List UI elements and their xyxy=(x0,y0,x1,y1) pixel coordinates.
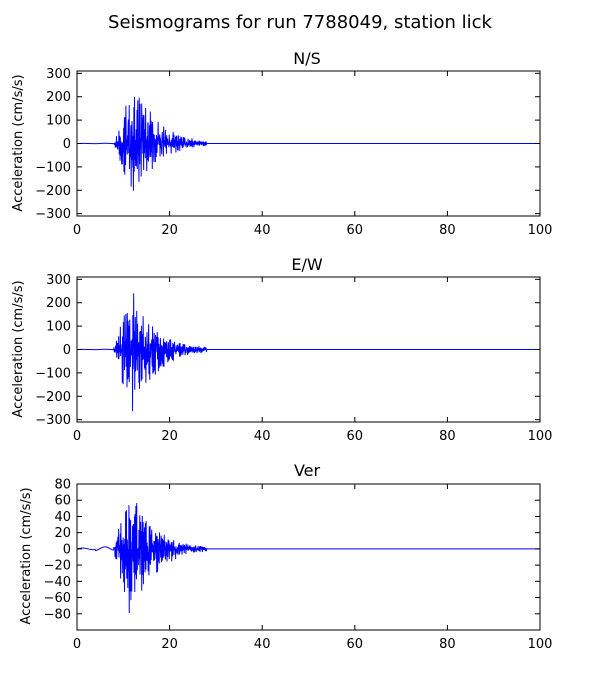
y-tick-label: 20 xyxy=(54,526,71,541)
x-tick-label: 40 xyxy=(254,223,271,238)
y-tick-label: −100 xyxy=(35,366,71,381)
series-line xyxy=(76,502,540,614)
x-tick-label: 40 xyxy=(254,429,271,444)
panel-ver: Ver Acceleration (cm/s/s) 0 20 40 60 80 100−8… xyxy=(19,461,552,652)
x-tick-label: 100 xyxy=(528,223,553,238)
x-tick-label: 80 xyxy=(439,637,456,652)
x-tick-label: 100 xyxy=(528,429,553,444)
y-tick-label: 40 xyxy=(54,510,71,525)
panel-title: Ver xyxy=(294,461,321,480)
y-tick-label: −100 xyxy=(35,160,71,175)
y-tick-label: −80 xyxy=(44,607,71,622)
x-tick-label: 80 xyxy=(439,429,456,444)
y-tick-label: 0 xyxy=(63,542,71,557)
x-tick-label: 0 xyxy=(73,223,81,238)
x-tick-label: 0 xyxy=(73,637,81,652)
series-line xyxy=(76,293,540,412)
y-tick-label: 100 xyxy=(46,114,71,129)
y-tick-label: −200 xyxy=(35,390,71,405)
x-tick-label: 0 xyxy=(73,429,81,444)
y-axis-label: Acceleration (cm/s/s) xyxy=(11,280,26,417)
y-tick-label: −200 xyxy=(35,184,71,199)
y-tick-label: 0 xyxy=(63,343,71,358)
y-tick-label: 200 xyxy=(46,296,71,311)
y-tick-label: 200 xyxy=(46,90,71,105)
panel-title: N/S xyxy=(293,49,321,68)
plot-frame xyxy=(76,483,541,631)
series-line xyxy=(76,96,540,191)
y-tick-label: −300 xyxy=(35,207,71,222)
x-tick-label: 60 xyxy=(347,637,364,652)
x-tick-label: 20 xyxy=(161,637,178,652)
figure-title: Seismograms for run 7788049, station lic… xyxy=(108,12,493,33)
x-tick-label: 60 xyxy=(347,429,364,444)
y-tick-label: 60 xyxy=(54,494,71,509)
y-tick-label: 300 xyxy=(46,273,71,288)
panel-title: E/W xyxy=(291,255,323,274)
y-tick-label: 100 xyxy=(46,320,71,335)
x-tick-label: 40 xyxy=(254,637,271,652)
panel-ew: E/W Acceleration (cm/s/s) 0 20 40 60 80 100 −3… xyxy=(11,255,552,444)
panel-ns: N/S Acceleration (cm/s/s) 0 20 40 60 80 100 −3… xyxy=(11,49,552,238)
y-tick-label: −60 xyxy=(44,591,71,606)
y-axis-label: Acceleration (cm/s/s) xyxy=(11,74,26,211)
x-tick-label: 20 xyxy=(161,223,178,238)
x-tick-label: 60 xyxy=(347,223,364,238)
y-tick-label: −40 xyxy=(44,575,71,590)
y-tick-label: 300 xyxy=(46,67,71,82)
x-tick-label: 80 xyxy=(439,223,456,238)
y-tick-label: 0 xyxy=(63,137,71,152)
y-tick-label: 80 xyxy=(54,478,71,493)
x-tick-label: 20 xyxy=(161,429,178,444)
y-tick-label: −20 xyxy=(44,559,71,574)
x-tick-label: 100 xyxy=(528,637,553,652)
y-axis-label: Acceleration (cm/s/s) xyxy=(19,487,34,624)
y-tick-label: −300 xyxy=(35,413,71,428)
